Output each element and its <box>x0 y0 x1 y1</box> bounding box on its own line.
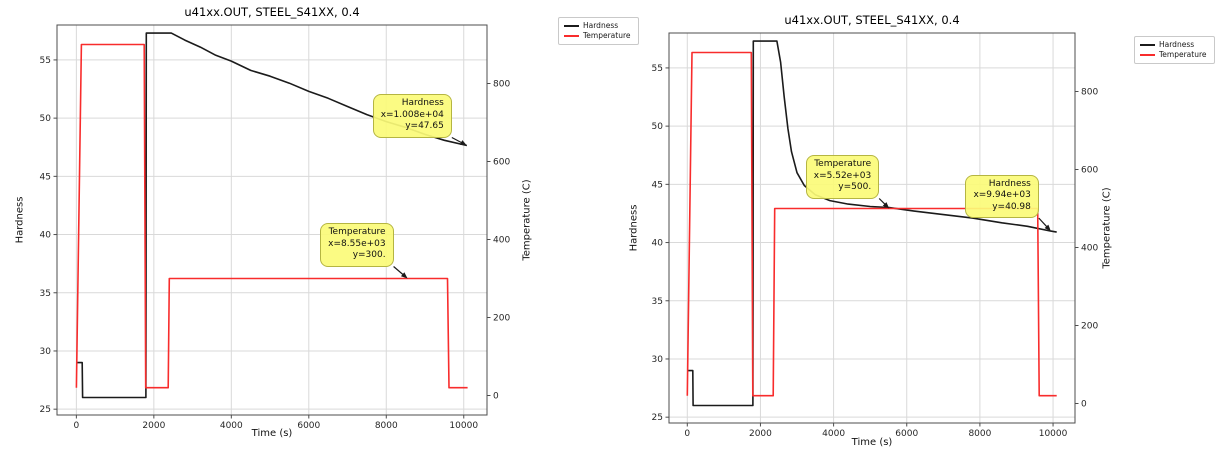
y-tick-label: 45 <box>652 180 663 190</box>
y-tick-label: 40 <box>652 239 664 249</box>
chart-1-xaxis-label: Time (s) <box>851 437 893 448</box>
chart-0-legend: Hardness Temperature <box>558 17 639 45</box>
annotation-arrow <box>393 266 405 276</box>
annotation-box-hardness: Hardness x=1.008e+04 y=47.65 <box>372 94 452 138</box>
annotation-arrow <box>878 198 887 206</box>
annotation-y-value: y=47.65 <box>405 121 444 131</box>
x-tick-label: 6000 <box>895 429 918 439</box>
legend-label: Temperature <box>583 31 631 40</box>
annotation-arrowhead <box>1044 224 1051 232</box>
legend-label: Temperature <box>1159 50 1207 59</box>
legend-entry-hardness: Hardness <box>564 21 631 31</box>
x-tick-label: 4000 <box>822 429 845 439</box>
x-tick-label: 0 <box>684 429 690 439</box>
x-tick-label: 2000 <box>142 421 165 431</box>
chart-1-y2axis-label: Temperature (C) <box>1101 187 1113 269</box>
temperature-line-swatch <box>564 35 579 37</box>
annotation-series: Temperature <box>328 227 386 237</box>
y-tick-label: 55 <box>652 64 663 74</box>
y-tick-label: 25 <box>652 413 663 423</box>
annotation-y-value: y=300. <box>352 250 386 260</box>
y-tick-label: 35 <box>40 289 51 299</box>
plot-border <box>56 24 488 416</box>
x-tick-label: 0 <box>74 421 80 431</box>
temperature-curve <box>75 43 468 389</box>
y-tick-label: 30 <box>40 347 52 357</box>
y2-tick-label: 0 <box>1081 400 1087 410</box>
x-tick-label: 8000 <box>375 421 398 431</box>
x-tick-label: 8000 <box>968 429 991 439</box>
y2-tick-label: 0 <box>493 392 499 402</box>
chart-0-yaxis-label: Hardness <box>14 196 26 244</box>
x-tick-label: 4000 <box>220 421 243 431</box>
y2-tick-label: 800 <box>493 80 510 90</box>
x-tick-label: 6000 <box>297 421 320 431</box>
annotation-series: Hardness <box>988 178 1031 189</box>
y2-tick-label: 200 <box>1081 322 1098 332</box>
chart-1-legend: Hardness Temperature <box>1134 36 1215 64</box>
temperature-line-swatch <box>1140 54 1155 56</box>
chart-0-y2axis-label: Temperature (C) <box>521 179 533 261</box>
y2-tick-label: 800 <box>1081 88 1098 98</box>
chart-0-title: u41xx.OUT, STEEL_S41XX, 0.4 <box>184 5 360 19</box>
y-tick-label: 35 <box>652 297 663 307</box>
legend-label: Hardness <box>583 21 619 30</box>
chart-1-title: u41xx.OUT, STEEL_S41XX, 0.4 <box>784 13 960 27</box>
chart-0-xaxis-label: Time (s) <box>251 428 293 439</box>
y-tick-label: 50 <box>40 114 52 124</box>
temperature-curve <box>686 51 1057 397</box>
y-tick-label: 30 <box>652 355 664 365</box>
legend-entry-temperature: Temperature <box>1140 50 1207 60</box>
annotation-x-value: x=8.55e+03 <box>328 238 386 249</box>
y2-tick-label: 200 <box>493 314 510 324</box>
annotation-x-value: x=1.008e+04 <box>380 109 444 120</box>
annotation-series: Hardness <box>401 98 444 108</box>
annotation-box-temperature: Temperature x=8.55e+03 y=300. <box>320 223 394 267</box>
annotation-box-temperature: Temperature x=5.52e+03 y=500. <box>805 155 880 199</box>
hardness-curve <box>687 40 1057 407</box>
hardness-line-swatch <box>564 25 579 27</box>
annotation-y-value: y=40.98 <box>992 201 1031 212</box>
chart-1-yaxis-label: Hardness <box>628 204 640 252</box>
annotation-x-value: x=9.94e+03 <box>973 190 1031 201</box>
annotation-arrowhead <box>459 140 467 146</box>
annotation-arrow <box>451 136 463 144</box>
y2-tick-label: 600 <box>1081 166 1098 176</box>
annotation-arrowhead <box>400 272 408 279</box>
annotation-series: Temperature <box>814 159 872 169</box>
y2-tick-label: 400 <box>493 236 510 246</box>
y-tick-label: 50 <box>652 122 664 132</box>
y-tick-label: 40 <box>40 231 52 241</box>
y2-tick-label: 400 <box>1081 244 1098 254</box>
x-tick-label: 10000 <box>1039 429 1068 439</box>
annotation-y-value: y=500. <box>838 182 872 192</box>
x-tick-label: 10000 <box>449 421 478 431</box>
annotation-x-value: x=5.52e+03 <box>813 170 872 181</box>
annotation-arrow <box>1038 217 1048 228</box>
legend-label: Hardness <box>1159 40 1195 49</box>
y-tick-label: 55 <box>40 56 51 66</box>
legend-entry-hardness: Hardness <box>1140 40 1207 50</box>
y2-tick-label: 600 <box>493 158 510 168</box>
hardness-curve <box>76 32 468 399</box>
y-tick-label: 45 <box>40 172 51 182</box>
y-tick-label: 25 <box>40 405 51 415</box>
x-tick-label: 2000 <box>749 429 772 439</box>
annotation-arrowhead <box>882 202 890 209</box>
hardness-line-swatch <box>1140 44 1155 46</box>
plot-border <box>668 32 1076 424</box>
legend-entry-temperature: Temperature <box>564 31 631 41</box>
annotation-box-hardness: Hardness x=9.94e+03 y=40.98 <box>965 174 1039 219</box>
